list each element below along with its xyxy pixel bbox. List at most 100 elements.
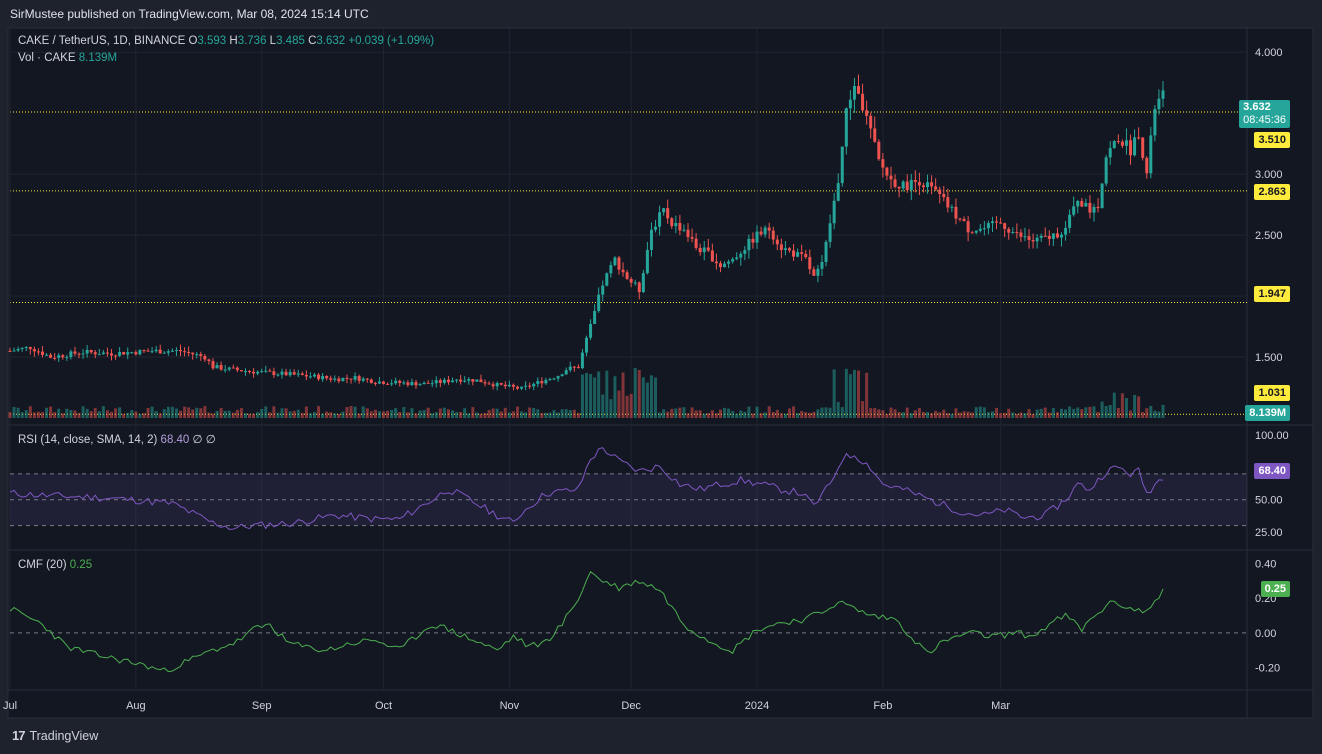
volume-bar: [239, 408, 243, 418]
candle-body: [475, 379, 479, 382]
candle-body: [507, 384, 511, 387]
volume-bar: [166, 406, 170, 418]
volume-bar: [268, 412, 272, 418]
volume-bar: [759, 413, 763, 418]
volume-bar: [714, 413, 718, 418]
candle-body: [775, 239, 779, 245]
price-tick-label: 1.500: [1255, 352, 1283, 364]
published-by-text: SirMustee published on TradingView.com, …: [10, 7, 369, 21]
volume-bar: [674, 408, 678, 418]
candle-body: [491, 384, 495, 387]
volume-bar: [256, 412, 260, 418]
candle-body: [1112, 141, 1116, 149]
volume-bar: [134, 411, 138, 418]
time-tick-label: Dec: [621, 700, 641, 712]
candle-body: [897, 186, 901, 189]
volume-bar: [503, 407, 507, 418]
volume-bar: [1080, 409, 1084, 418]
candle-body: [1104, 157, 1108, 184]
candle-body: [146, 350, 150, 352]
volume-bar: [816, 409, 820, 418]
candle-body: [848, 99, 852, 109]
volume-bar: [982, 407, 986, 418]
candle-body: [280, 371, 284, 375]
volume-bar: [950, 413, 954, 418]
candle-body: [109, 353, 113, 356]
candle-body: [629, 278, 633, 283]
candle-body: [625, 272, 629, 279]
tradingview-footer[interactable]: 17 TradingView: [12, 728, 98, 743]
candle-body: [771, 230, 775, 240]
volume-bar: [901, 412, 905, 418]
volume-bar: [1035, 409, 1039, 418]
candle-body: [564, 370, 568, 375]
candle-body: [1072, 206, 1076, 215]
candle-body: [950, 206, 954, 208]
candle-body: [12, 350, 16, 352]
candle-body: [524, 385, 528, 387]
candle-body: [438, 380, 442, 383]
volume-bar: [1124, 398, 1128, 418]
volume-bar: [649, 375, 653, 418]
volume-bar: [369, 411, 373, 418]
candle-body: [637, 282, 641, 293]
volume-bar: [187, 407, 191, 418]
candle-body: [239, 370, 243, 372]
candle-body: [511, 384, 515, 387]
volume-bar: [272, 406, 276, 418]
cmf-legend: CMF (20) 0.25: [18, 559, 93, 571]
volume-bar: [511, 411, 515, 418]
volume-bar: [658, 412, 662, 418]
volume-bar: [114, 408, 118, 418]
candle-body: [832, 200, 836, 224]
candle-body: [751, 238, 755, 243]
volume-bar: [398, 411, 402, 418]
candle-body: [986, 223, 990, 229]
candle-body: [1039, 235, 1043, 238]
candle-body: [869, 115, 873, 129]
volume-bar: [1068, 406, 1072, 418]
volume-bar: [986, 412, 990, 418]
candle-body: [580, 352, 584, 369]
volume-bar: [142, 413, 146, 418]
candle-body: [373, 383, 377, 385]
volume-bar: [235, 409, 239, 418]
volume-bar: [507, 412, 511, 418]
volume-bar: [718, 409, 722, 418]
volume-bar: [633, 368, 637, 418]
candle-body: [857, 86, 861, 94]
volume-bar: [540, 413, 544, 418]
time-tick-label: Sep: [252, 700, 272, 712]
volume-bar: [995, 407, 999, 418]
candle-body: [77, 353, 81, 355]
candle-body: [1092, 206, 1096, 213]
volume-bar: [1157, 411, 1161, 418]
volume-bar: [678, 407, 682, 418]
volume-bar: [183, 406, 187, 418]
candle-body: [459, 379, 463, 382]
candle-body: [199, 354, 203, 357]
level-label-4: 1.031: [1254, 385, 1290, 401]
volume-bar: [28, 406, 32, 418]
volume-bar: [349, 406, 353, 418]
candle-body: [300, 373, 304, 375]
level-label-2: 2.863: [1254, 184, 1290, 200]
candle-body: [609, 265, 613, 274]
volume-bar: [69, 410, 73, 418]
volume-bar: [881, 410, 885, 418]
candle-body: [402, 382, 406, 384]
volume-bar: [1100, 401, 1104, 418]
candle-body: [227, 367, 231, 370]
volume-bar: [430, 413, 434, 418]
candle-body: [792, 250, 796, 257]
candle-body: [333, 378, 337, 380]
candle-body: [970, 232, 974, 234]
volume-bar: [312, 412, 316, 418]
volume-bar: [402, 407, 406, 418]
candle-body: [341, 377, 345, 382]
candle-body: [1133, 137, 1137, 156]
candle-body: [982, 228, 986, 230]
candle-body: [804, 253, 808, 258]
volume-bar: [329, 412, 333, 418]
